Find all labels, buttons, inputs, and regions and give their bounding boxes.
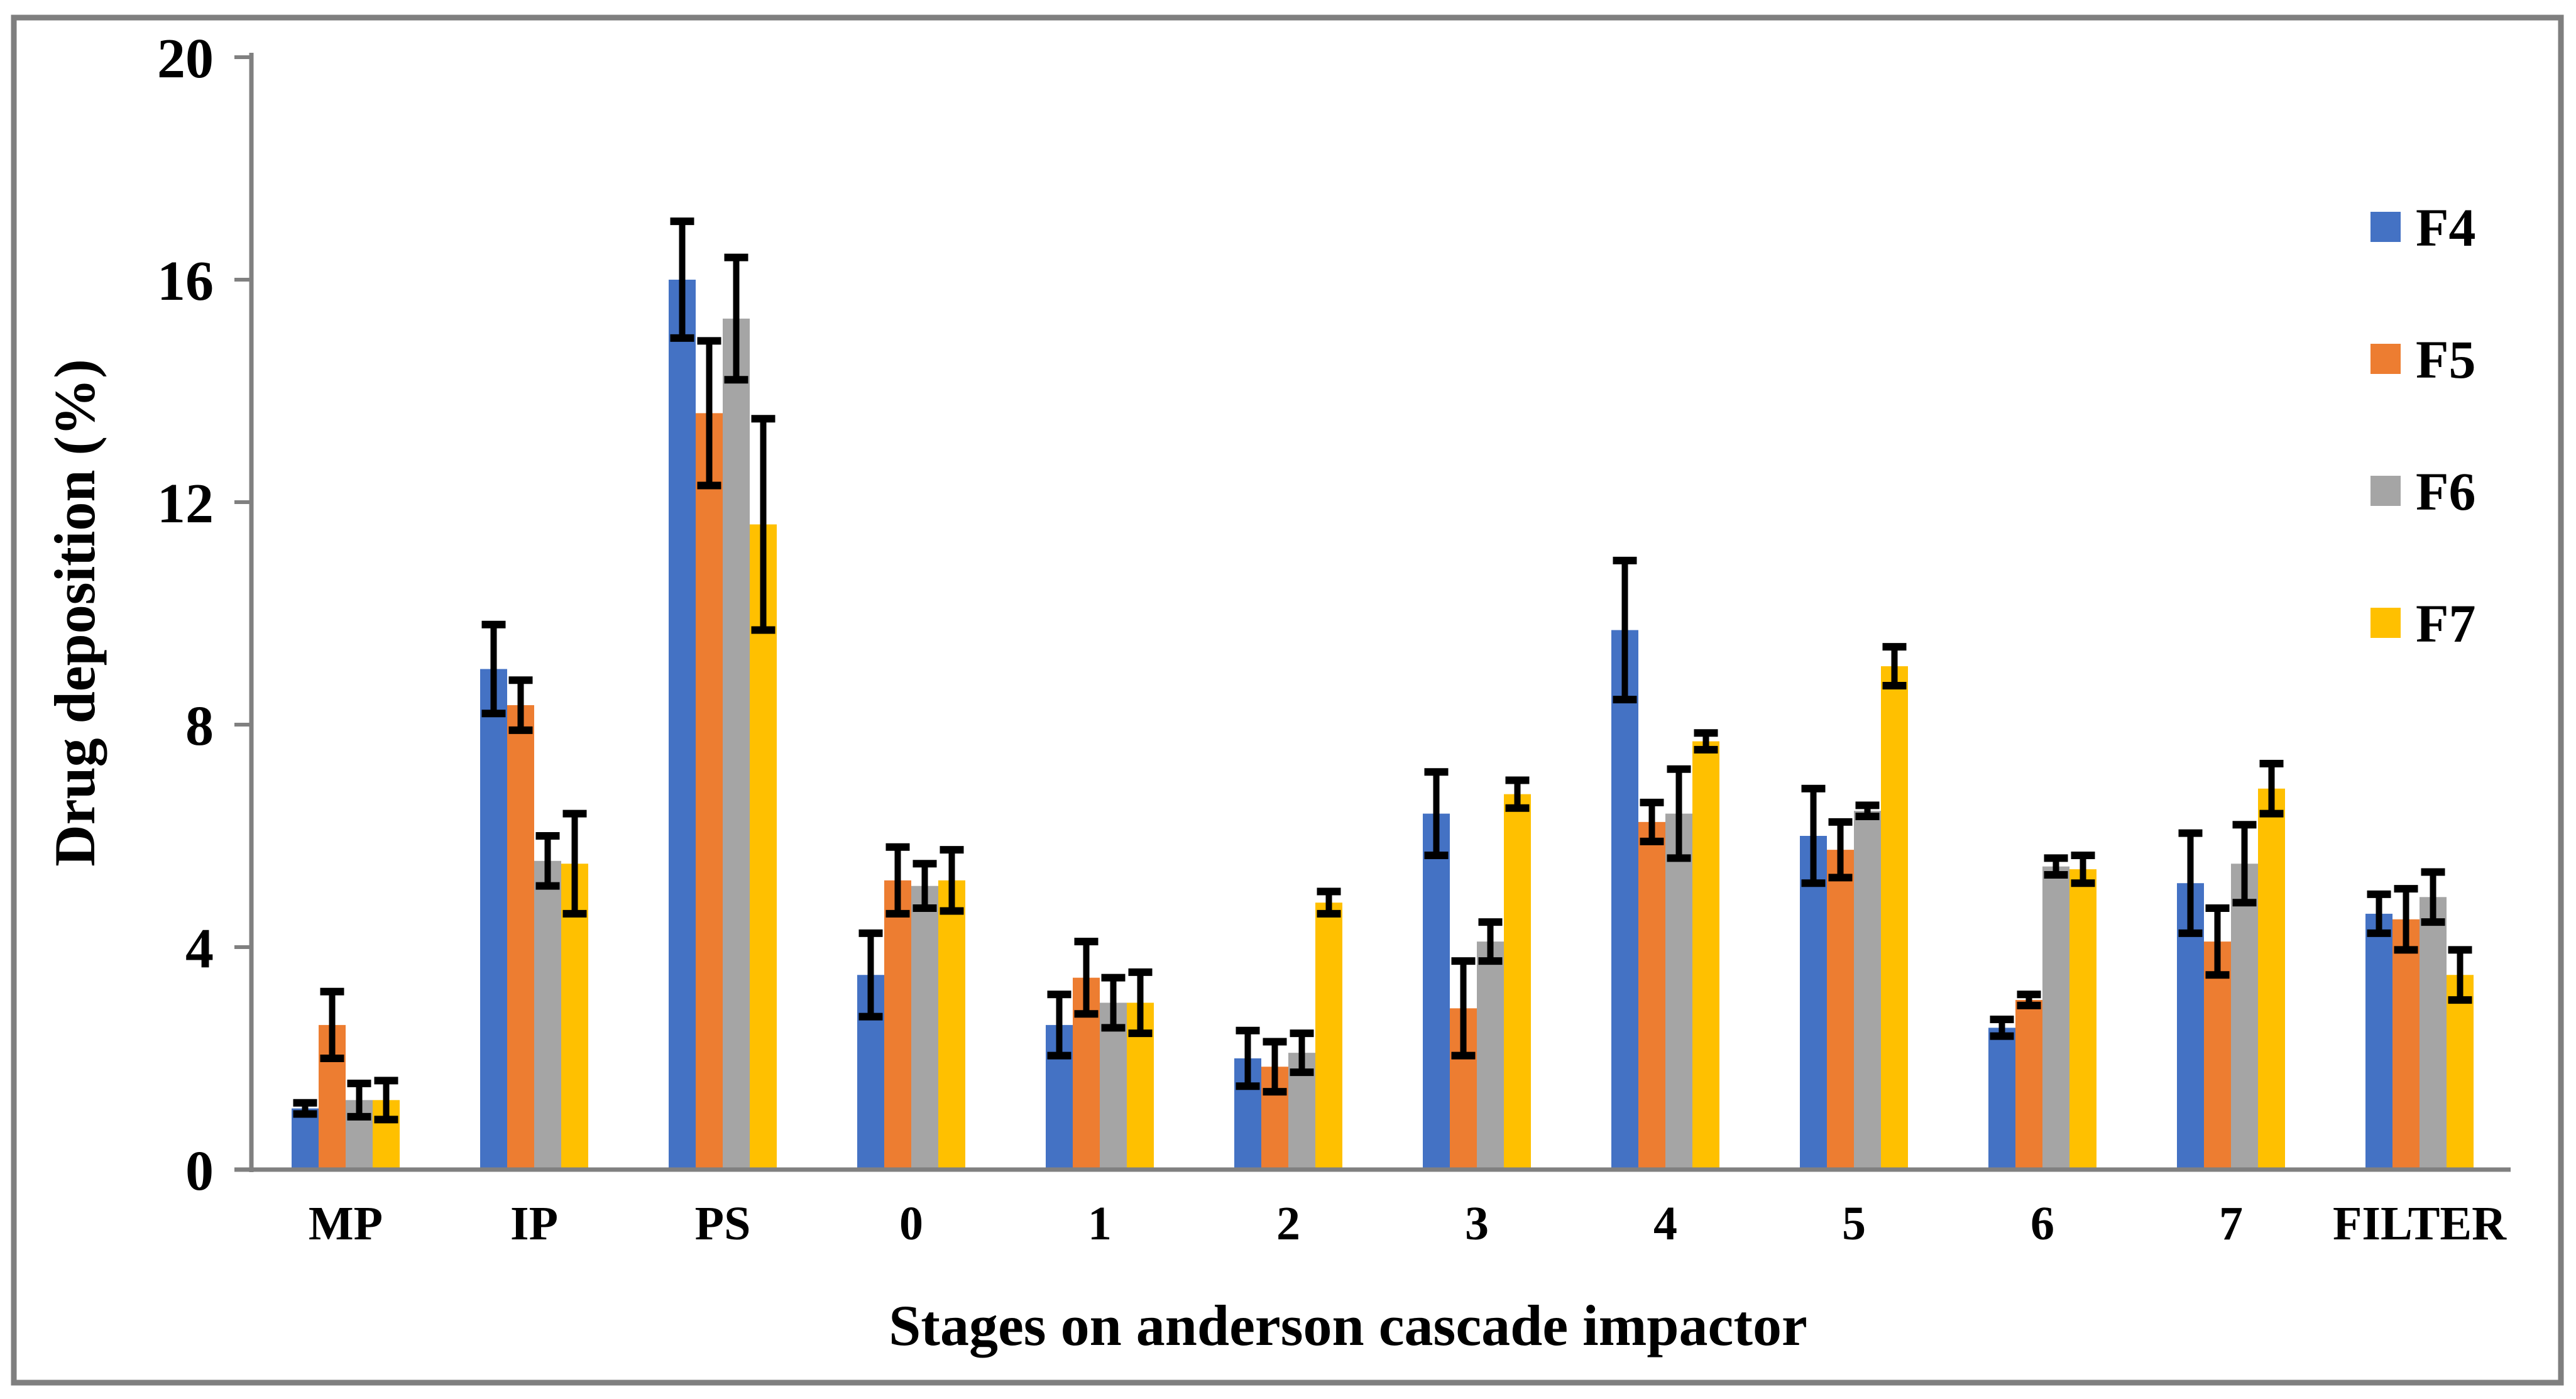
bar-F4-5 xyxy=(1800,836,1827,1170)
bar-F7-3 xyxy=(1504,794,1531,1170)
bar-F6-6 xyxy=(2042,866,2069,1170)
x-tick-label-6: 6 xyxy=(2031,1197,2054,1250)
x-tick-label-3: 3 xyxy=(1465,1197,1489,1250)
legend-swatch-F6 xyxy=(2370,476,2401,506)
bar-F4-PS xyxy=(669,280,696,1170)
y-tick-label: 4 xyxy=(185,918,214,980)
error-bars xyxy=(293,217,2472,1124)
bar-F5-FILTER xyxy=(2392,919,2420,1170)
y-tick-label: 8 xyxy=(185,695,214,757)
y-axis-title: Drug deposition (%) xyxy=(43,359,107,867)
legend-label-F7: F7 xyxy=(2416,593,2476,654)
bar-F6-FILTER xyxy=(2420,897,2447,1170)
bar-F4-6 xyxy=(1988,1028,2015,1170)
legend-swatch-F5 xyxy=(2370,344,2401,374)
bar-F5-7 xyxy=(2204,941,2231,1170)
x-tick-label-2: 2 xyxy=(1276,1197,1300,1250)
bar-F7-4 xyxy=(1692,741,1719,1170)
y-tick-label: 12 xyxy=(157,473,214,535)
x-tick-label-7: 7 xyxy=(2219,1197,2243,1250)
bar-F5-IP xyxy=(507,705,534,1170)
x-tick-label-MP: MP xyxy=(309,1197,383,1250)
bar-F6-IP xyxy=(534,860,561,1170)
legend: F4 F5 F6 F7 xyxy=(2370,197,2476,654)
x-tick-label-IP: IP xyxy=(510,1197,558,1250)
bar-F7-7 xyxy=(2258,788,2285,1170)
bar-F7-FILTER xyxy=(2447,975,2474,1170)
y-axis-ticks: 0 4 8 12 16 20 xyxy=(157,28,251,1202)
bar-F5-5 xyxy=(1827,850,1854,1170)
x-tick-label-1: 1 xyxy=(1088,1197,1112,1250)
figure-border xyxy=(11,14,2564,1386)
x-tick-label-5: 5 xyxy=(1842,1197,1866,1250)
bar-F6-0 xyxy=(911,886,938,1170)
bars xyxy=(292,280,2474,1170)
bar-F5-4 xyxy=(1638,821,1665,1170)
bar-F7-2 xyxy=(1315,902,1342,1170)
legend-label-F4: F4 xyxy=(2416,197,2476,258)
x-tick-label-PS: PS xyxy=(695,1197,751,1250)
y-tick-label: 16 xyxy=(157,250,214,312)
legend-label-F5: F5 xyxy=(2416,329,2476,390)
bar-F4-FILTER xyxy=(2365,913,2392,1170)
bar-F4-3 xyxy=(1423,813,1450,1170)
bar-F7-5 xyxy=(1881,666,1908,1170)
x-axis-title: Stages on anderson cascade impactor xyxy=(889,1293,1807,1358)
legend-swatch-F7 xyxy=(2370,608,2401,638)
bar-F5-0 xyxy=(884,880,911,1170)
x-tick-label-0: 0 xyxy=(899,1197,923,1250)
bar-F4-4 xyxy=(1611,630,1638,1170)
legend-label-F6: F6 xyxy=(2416,461,2476,522)
bar-F4-IP xyxy=(480,669,507,1170)
x-tick-label-4: 4 xyxy=(1653,1197,1677,1250)
bar-F6-3 xyxy=(1477,941,1504,1170)
bar-F6-4 xyxy=(1665,813,1692,1170)
bar-F4-MP xyxy=(292,1108,319,1170)
bar-F5-6 xyxy=(2015,1000,2042,1170)
bar-F6-PS xyxy=(723,318,750,1170)
bar-F6-7 xyxy=(2231,864,2258,1170)
y-tick-label: 0 xyxy=(185,1140,214,1202)
x-axis-labels: MP IP PS 0 1 2 3 4 5 6 7 FILTER xyxy=(309,1197,2507,1250)
legend-swatch-F4 xyxy=(2370,212,2401,242)
bar-F7-6 xyxy=(2069,869,2096,1170)
bar-F6-5 xyxy=(1854,811,1881,1170)
bar-F7-0 xyxy=(938,880,965,1170)
bar-F5-PS xyxy=(696,413,723,1170)
x-tick-label-FILTER: FILTER xyxy=(2333,1197,2507,1250)
y-tick-label: 20 xyxy=(157,28,214,90)
